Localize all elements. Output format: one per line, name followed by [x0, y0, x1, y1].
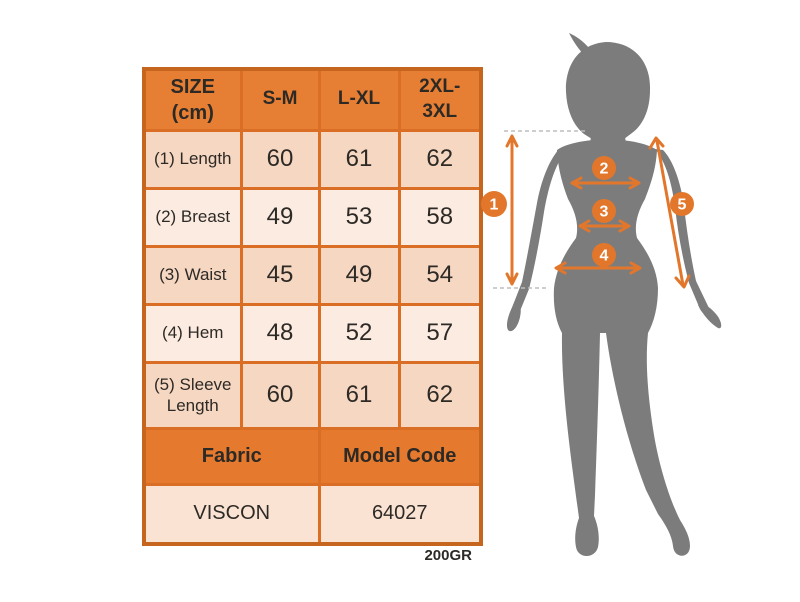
header-size-cm: SIZE (cm): [142, 67, 243, 132]
woman-silhouette: [506, 33, 722, 556]
header-size-2xl3xl: 2XL-3XL: [397, 67, 483, 132]
measure-arrow-length: [505, 134, 519, 286]
measurement-markers: 1 2 3 4 5: [481, 156, 694, 267]
value-cell: 61: [317, 360, 401, 430]
value-cell: 57: [397, 302, 483, 364]
row-label-hem: (4) Hem: [142, 302, 243, 364]
measure-arrow-sleeve: [648, 136, 691, 289]
value-cell: 49: [317, 244, 401, 306]
marker-circle-4: [592, 243, 616, 267]
table-header-row: SIZE (cm) S-M L-XL 2XL-3XL: [142, 67, 483, 132]
marker-circle-5: [670, 192, 694, 216]
marker-circle-1: [481, 191, 507, 217]
row-label-sleeve-length: (5) Sleeve Length: [142, 360, 243, 430]
value-cell: 48: [239, 302, 321, 364]
measurement-figure: 1 2 3 4 5: [480, 0, 800, 602]
silhouette-left-hand: [506, 301, 521, 332]
marker-label-1: 1: [490, 197, 499, 214]
marker-label-2: 2: [600, 161, 609, 178]
row-label-length: (1) Length: [142, 128, 243, 190]
marker-label-3: 3: [600, 204, 609, 221]
silhouette-head: [565, 42, 651, 139]
row-label-breast: (2) Breast: [142, 186, 243, 248]
header-size-lxl: L-XL: [317, 67, 401, 132]
value-cell: 60: [239, 128, 321, 190]
marker-circle-3: [592, 199, 616, 223]
fabric-value: VISCON: [142, 482, 321, 546]
table-footer-value-row: VISCON 64027: [142, 482, 483, 546]
table-row-hem: (4) Hem 48 52 57: [142, 302, 483, 364]
guide-lines: [493, 130, 586, 289]
silhouette-left-arm: [512, 149, 564, 315]
table-row-sleeve-length: (5) Sleeve Length 60 61 62: [142, 360, 483, 430]
value-cell: 62: [397, 360, 483, 430]
silhouette-right-leg: [606, 333, 690, 556]
silhouette-right-arm: [655, 149, 710, 314]
row-label-waist: (3) Waist: [142, 244, 243, 306]
measurement-arrows: [505, 134, 691, 289]
table-row-breast: (2) Breast 49 53 58: [142, 186, 483, 248]
silhouette-left-leg: [561, 333, 600, 556]
measure-arrow-waist: [578, 219, 631, 233]
model-code-value: 64027: [317, 482, 483, 546]
value-cell: 49: [239, 186, 321, 248]
table-footer-header-row: Fabric Model Code: [142, 426, 483, 486]
model-code-header: Model Code: [317, 426, 483, 486]
value-cell: 61: [317, 128, 401, 190]
value-cell: 54: [397, 244, 483, 306]
table-row-length: (1) Length 60 61 62: [142, 128, 483, 190]
value-cell: 60: [239, 360, 321, 430]
weight-note: 200GR: [424, 547, 472, 564]
fabric-header: Fabric: [142, 426, 321, 486]
table-row-waist: (3) Waist 45 49 54: [142, 244, 483, 306]
measure-arrow-hem: [554, 261, 642, 275]
value-cell: 53: [317, 186, 401, 248]
woman-silhouette-diagram: 1 2 3 4 5: [481, 33, 722, 556]
value-cell: 58: [397, 186, 483, 248]
size-chart-table: SIZE (cm) S-M L-XL 2XL-3XL (1) Length 60…: [142, 67, 483, 546]
size-chart: SIZE (cm) S-M L-XL 2XL-3XL (1) Length 60…: [142, 67, 483, 546]
marker-circle-2: [592, 156, 616, 180]
silhouette-neck: [590, 114, 626, 144]
value-cell: 45: [239, 244, 321, 306]
header-size-sm: S-M: [239, 67, 321, 132]
silhouette-right-hand: [698, 304, 722, 329]
value-cell: 52: [317, 302, 401, 364]
marker-label-4: 4: [600, 248, 609, 265]
marker-label-5: 5: [678, 197, 687, 214]
measure-arrow-breast: [570, 176, 641, 190]
value-cell: 62: [397, 128, 483, 190]
